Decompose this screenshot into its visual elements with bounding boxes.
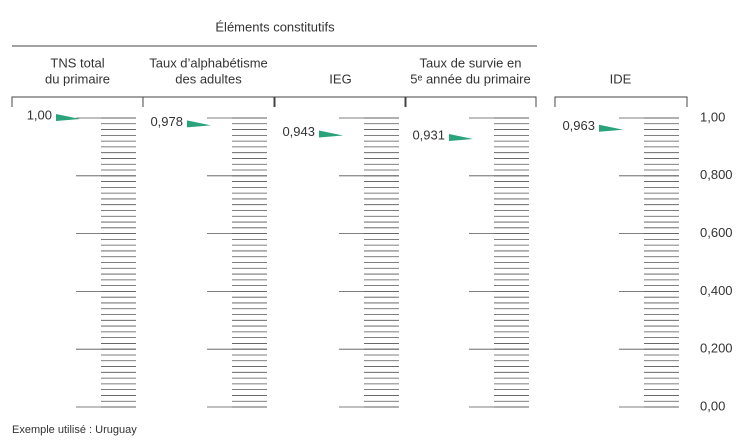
column-header: TNS total (50, 55, 104, 70)
value-marker (449, 133, 473, 141)
value-label: 0,963 (562, 118, 595, 133)
y-tick-label: 0,00 (700, 398, 725, 413)
bracket (142, 96, 275, 107)
y-tick-label: 0,400 (700, 283, 733, 298)
y-tick-label: 0,800 (700, 167, 733, 182)
y-tick-label: 1,00 (700, 109, 725, 124)
bracket (554, 96, 688, 107)
column-header: IDE (610, 71, 632, 86)
value-marker (187, 120, 211, 128)
bracket (274, 96, 407, 107)
value-marker (319, 130, 343, 138)
value-marker (599, 124, 623, 132)
value-label: 0,978 (150, 114, 183, 129)
bracket (404, 96, 537, 107)
y-tick-label: 0,600 (700, 225, 733, 240)
column-header: des adultes (175, 71, 242, 86)
column-header: Taux d’alphabétisme (149, 55, 268, 70)
value-marker (56, 114, 80, 121)
column-header: du primaire (45, 71, 110, 86)
note: Exemple utilisé : Uruguay (12, 424, 137, 436)
column-header: Taux de survie en (420, 55, 522, 70)
value-label: 1,00 (27, 107, 52, 122)
group-title: Éléments constitutifs (215, 19, 335, 34)
bracket (11, 96, 144, 107)
value-label: 0,931 (412, 127, 445, 142)
y-tick-label: 0,200 (700, 341, 733, 356)
column-header: 5ᵉ année du primaire (410, 71, 530, 86)
column-header: IEG (329, 71, 351, 86)
value-label: 0,943 (282, 124, 315, 139)
